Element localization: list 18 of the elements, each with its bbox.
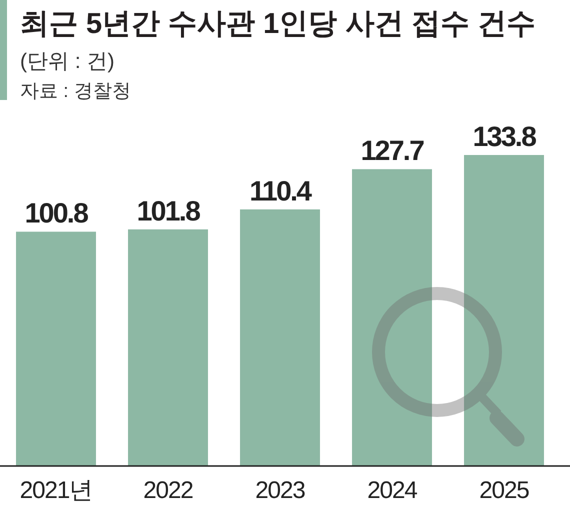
data-label: 100.8 [24, 198, 88, 229]
x-tick-label: 2025 [479, 477, 530, 504]
bar [464, 155, 544, 466]
bar [352, 169, 432, 466]
text: 자료 : 경찰청 [20, 81, 131, 102]
data-label: 110.4 [249, 175, 312, 206]
bar [16, 232, 96, 466]
data-label: 127.7 [360, 135, 424, 166]
x-tick-label: 2024 [367, 477, 418, 504]
bar [128, 229, 208, 466]
x-tick-label: 2022 [143, 477, 194, 504]
data-label: 101.8 [136, 195, 200, 226]
bar [240, 209, 320, 466]
x-tick-label: 2021년 [20, 477, 92, 504]
chart-title: 최근 5년간 수사관 1인당 사건 접수 건수 [20, 8, 536, 40]
x-tick-label: 2023 [255, 477, 306, 504]
chart-subtitle: (단위 : 건) [20, 50, 114, 73]
data-label: 133.8 [472, 121, 536, 152]
